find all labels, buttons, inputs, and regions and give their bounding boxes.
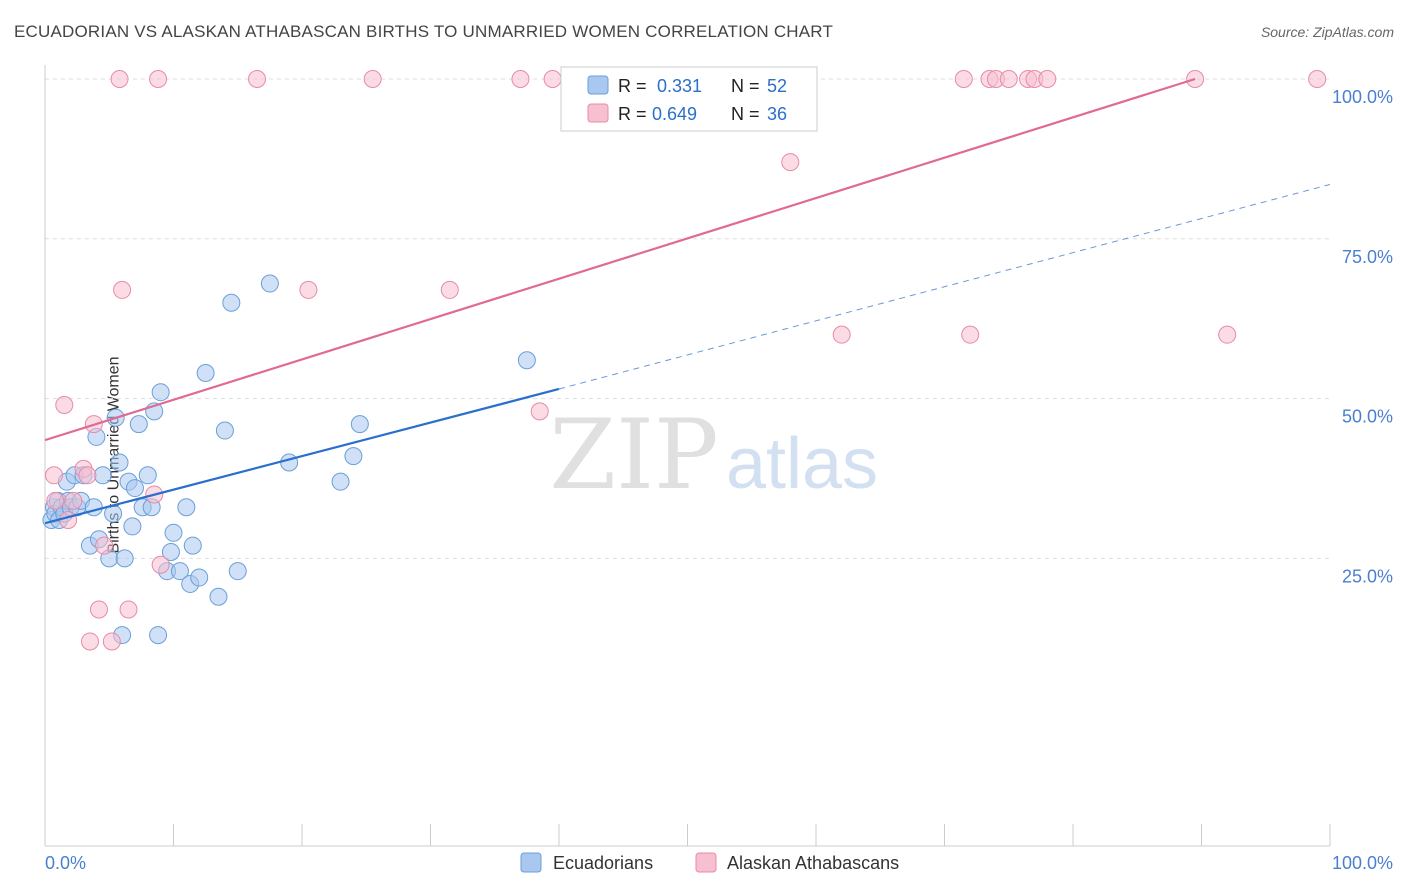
alaskan-point-10 (95, 536, 114, 555)
ecuadorians-point-46 (222, 293, 241, 312)
ecuadorians-point-34 (151, 383, 170, 402)
ecuadorians-point-38 (170, 562, 189, 581)
legend-r-value-2: 0.649 (652, 104, 697, 124)
ecuadorians-point-48 (260, 274, 279, 293)
alaskan-point-36 (1218, 325, 1237, 344)
ecuadorians-trend-line (44, 387, 560, 525)
alaskan-point-14 (119, 600, 138, 619)
ecuadorians-point-27 (125, 479, 144, 498)
ecuadorians-point-42 (190, 568, 209, 587)
legend-swatch-alaskan (587, 103, 609, 123)
bottom-legend-alaskan: Alaskan Athabascans (727, 853, 899, 873)
tick-labels: 25.0% 50.0% 75.0% 100.0% 0.0% 100.0% (45, 87, 1393, 873)
ecuadorians-point-49 (280, 453, 299, 472)
alaskan-point-26 (832, 325, 851, 344)
ecuadorians-point-24 (115, 549, 134, 568)
alaskan-point-16 (149, 70, 168, 88)
ecuadorians-point-30 (138, 466, 157, 485)
alaskan-point-9 (89, 600, 108, 619)
alaskan-point-31 (999, 70, 1018, 88)
ecuadorians-point-36 (161, 542, 180, 561)
ecuadorians-point-28 (129, 415, 148, 434)
alaskan-point-13 (113, 280, 132, 299)
legend-r-label-2: R = (618, 104, 647, 124)
watermark: ZIP atlas (549, 399, 878, 511)
y-tick-label-100: 100.0% (1332, 87, 1393, 107)
legend-swatch-ecuadorians (587, 75, 609, 95)
ecuadorians-point-51 (344, 447, 363, 466)
ecuadorians-point-22 (110, 453, 129, 472)
y-tick-label-50: 50.0% (1342, 407, 1393, 427)
legend-r-value-1: 0.331 (657, 76, 702, 96)
alaskan-trend-line (44, 77, 1196, 442)
source-label: Source: ZipAtlas.com (1260, 24, 1394, 40)
alaskan-point-18 (248, 70, 267, 88)
ecuadorians-point-41 (183, 536, 202, 555)
ecuadorians-point-26 (123, 517, 142, 536)
ecuadorians-point-39 (177, 498, 196, 517)
alaskan-point-4 (64, 491, 83, 510)
ecuadorians-point-47 (228, 562, 247, 581)
ecuadorians-point-37 (164, 523, 183, 542)
alaskan-point-28 (961, 325, 980, 344)
alaskan-point-3 (59, 511, 78, 530)
ecuadorians-point-33 (149, 626, 168, 645)
watermark-zip: ZIP (549, 399, 718, 511)
alaskan-point-0 (44, 466, 63, 485)
alaskan-point-17 (151, 555, 170, 574)
ecuadorians-point-45 (215, 421, 234, 440)
alaskan-point-20 (363, 70, 382, 88)
alaskan-point-24 (543, 70, 562, 88)
chart-title: ECUADORIAN VS ALASKAN ATHABASCAN BIRTHS … (14, 22, 834, 41)
alaskan-point-27 (954, 70, 973, 88)
ecuadorians-point-44 (209, 587, 228, 606)
alaskan-point-12 (110, 70, 129, 88)
alaskan-point-37 (1308, 70, 1327, 88)
alaskan-point-25 (781, 153, 800, 172)
trend-lines (44, 77, 1331, 525)
x-tick-label-max: 100.0% (1332, 853, 1393, 873)
alaskan-point-6 (78, 466, 97, 485)
legend-r-label-1: R = (618, 76, 647, 96)
ecuadorians-trend-extension (558, 183, 1331, 390)
ecuadorians-point-15 (84, 498, 103, 517)
x-tick-label-min: 0.0% (45, 853, 86, 873)
watermark-atlas: atlas (726, 424, 878, 504)
y-tick-label-75: 75.0% (1342, 247, 1393, 267)
legend-n-label-1: N = (731, 76, 760, 96)
ecuadorians-point-53 (517, 351, 536, 370)
alaskan-point-34 (1038, 70, 1057, 88)
ecuadorians-point-43 (196, 364, 215, 383)
alaskan-point-11 (102, 632, 121, 651)
legend-n-value-2: 36 (767, 104, 787, 124)
axes (44, 65, 1331, 847)
stats-legend: R = 0.331 N = 52 R = 0.649 N = 36 (560, 66, 818, 132)
ecuadorians-point-18 (93, 466, 112, 485)
data-points (42, 70, 1327, 651)
legend-n-value-1: 52 (767, 76, 787, 96)
bottom-swatch-alaskan (695, 852, 717, 873)
alaskan-point-19 (299, 280, 318, 299)
alaskan-point-2 (55, 395, 74, 414)
alaskan-point-1 (46, 491, 65, 510)
y-tick-label-25: 25.0% (1342, 566, 1393, 586)
alaskan-point-22 (511, 70, 530, 88)
alaskan-point-21 (440, 280, 459, 299)
ecuadorians-point-52 (350, 415, 369, 434)
legend-n-label-2: N = (731, 104, 760, 124)
series-legend: Ecuadorians Alaskan Athabascans (520, 852, 899, 873)
alaskan-point-7 (80, 632, 99, 651)
bottom-legend-ecuadorians: Ecuadorians (553, 853, 653, 873)
ecuadorians-point-50 (331, 472, 350, 491)
bottom-swatch-ecuadorians (520, 852, 542, 873)
alaskan-point-23 (530, 402, 549, 421)
